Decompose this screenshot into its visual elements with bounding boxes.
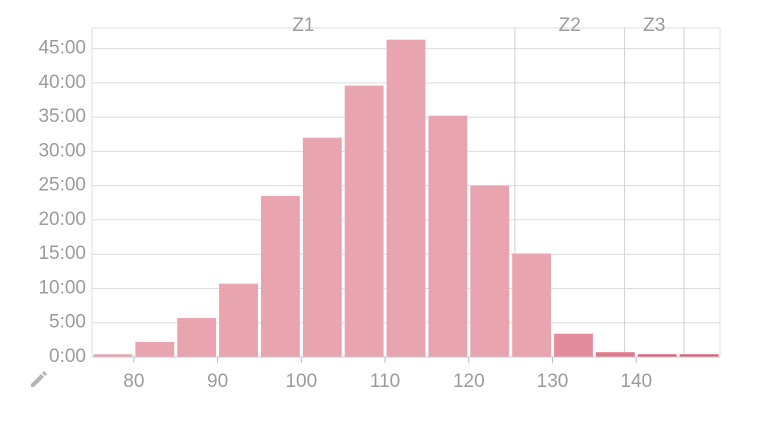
zone-label: Z1 (292, 15, 314, 36)
bar (177, 317, 217, 357)
bar (512, 253, 552, 357)
y-tick-label: 20:00 (38, 209, 86, 230)
bar (93, 354, 133, 357)
x-tick-label: 80 (123, 371, 144, 392)
x-tick-label: 90 (207, 371, 228, 392)
bar (219, 283, 258, 357)
y-tick-label: 35:00 (38, 106, 86, 127)
y-tick-label: 45:00 (38, 38, 86, 59)
x-tick-label: 120 (453, 371, 485, 392)
bar (386, 39, 426, 357)
y-tick-label: 15:00 (38, 243, 86, 264)
y-tick-label: 30:00 (38, 140, 86, 161)
bar (428, 115, 468, 357)
bar (344, 85, 384, 357)
bar (637, 354, 677, 357)
x-tick-label: 110 (370, 371, 400, 392)
bar (135, 341, 175, 357)
bar (470, 185, 510, 357)
bar (302, 137, 342, 357)
bar (679, 354, 719, 357)
bar (260, 195, 300, 357)
bar (554, 333, 593, 357)
zone-label: Z2 (559, 15, 581, 36)
zone-label: Z3 (643, 15, 665, 36)
y-tick-label: 10:00 (38, 277, 86, 298)
x-tick-label: 140 (620, 371, 652, 392)
y-tick-label: 25:00 (38, 175, 86, 196)
x-tick-label: 130 (537, 371, 569, 392)
y-tick-label: 5:00 (49, 312, 86, 333)
y-tick-label: 40:00 (38, 72, 86, 93)
y-tick-label: 0:00 (49, 346, 86, 367)
edit-icon[interactable] (31, 371, 47, 387)
x-tick-label: 100 (285, 371, 317, 392)
bar (595, 352, 635, 357)
